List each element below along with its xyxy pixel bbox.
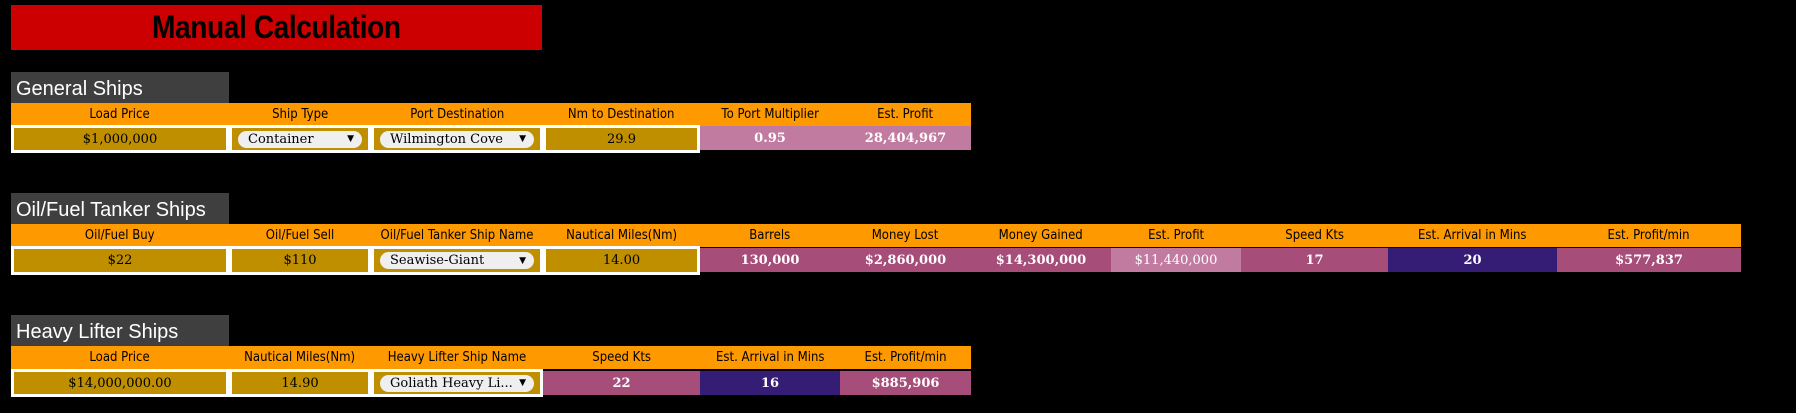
chevron-down-icon[interactable]: ▼	[347, 134, 354, 144]
general-est-profit-value: 28,404,967	[840, 126, 971, 150]
header-heavy-profit-per-min: Est. Profit/min	[840, 346, 971, 369]
section-title-general: General Ships	[11, 72, 229, 103]
heavy-nautical-miles-cell[interactable]: 14.90	[229, 369, 371, 397]
header-oil-est-profit: Est. Profit	[1111, 224, 1241, 247]
port-destination-dropdown[interactable]: Wilmington Cove ▼	[380, 130, 534, 148]
heavy-arrival-mins-value: 16	[700, 371, 840, 395]
heavy-ship-name-cell[interactable]: Goliath Heavy Li... ▼	[371, 369, 543, 397]
header-oil-sell: Oil/Fuel Sell	[229, 224, 371, 247]
header-barrels: Barrels	[700, 224, 840, 247]
chevron-down-icon[interactable]: ▼	[519, 255, 526, 266]
header-est-profit: Est. Profit	[840, 103, 971, 126]
barrels-value: 130,000	[700, 248, 840, 272]
money-lost-value: $2,860,000	[840, 248, 971, 272]
header-load-price: Load Price	[11, 103, 229, 126]
oil-buy-cell[interactable]: $22	[11, 246, 229, 275]
heavy-speed-kts-value: 22	[543, 371, 700, 395]
header-heavy-load-price: Load Price	[11, 346, 229, 369]
header-money-lost: Money Lost	[840, 224, 971, 247]
oil-ship-name-dropdown[interactable]: Seawise-Giant ▼	[380, 252, 534, 269]
oil-speed-kts-value: 17	[1241, 248, 1388, 272]
nm-to-destination-cell[interactable]: 29.9	[543, 125, 700, 153]
section-title-heavy: Heavy Lifter Ships	[11, 315, 229, 346]
oil-arrival-mins-value: 20	[1388, 248, 1557, 272]
ship-type-dropdown[interactable]: Container ▼	[238, 130, 362, 148]
header-to-port-multiplier: To Port Multiplier	[700, 103, 840, 126]
header-port-destination: Port Destination	[371, 103, 543, 126]
chevron-down-icon[interactable]: ▼	[519, 134, 526, 144]
header-oil-nautical-miles: Nautical Miles(Nm)	[543, 224, 700, 247]
header-heavy-ship-name: Heavy Lifter Ship Name	[371, 346, 543, 369]
header-heavy-nautical-miles: Nautical Miles(Nm)	[229, 346, 371, 369]
section-title-oil: Oil/Fuel Tanker Ships	[11, 193, 229, 224]
heavy-profit-per-min-value: $885,906	[840, 371, 971, 395]
oil-est-profit-value: $11,440,000	[1111, 248, 1241, 272]
heavy-ship-name-dropdown[interactable]: Goliath Heavy Li... ▼	[380, 374, 534, 392]
ship-type-cell[interactable]: Container ▼	[229, 125, 371, 153]
oil-sell-cell[interactable]: $110	[229, 246, 371, 275]
general-load-price-cell[interactable]: $1,000,000	[11, 125, 229, 153]
to-port-multiplier-value: 0.95	[700, 126, 840, 150]
header-heavy-arrival-mins: Est. Arrival in Mins	[700, 346, 840, 369]
chevron-down-icon[interactable]: ▼	[519, 378, 526, 388]
oil-profit-per-min-value: $577,837	[1557, 248, 1741, 272]
oil-ship-name-cell[interactable]: Seawise-Giant ▼	[371, 246, 543, 275]
header-oil-buy: Oil/Fuel Buy	[11, 224, 229, 247]
header-oil-ship-name: Oil/Fuel Tanker Ship Name	[371, 224, 543, 247]
heavy-load-price-cell[interactable]: $14,000,000.00	[11, 369, 229, 397]
header-nm-to-destination: Nm to Destination	[543, 103, 700, 126]
oil-nautical-miles-cell[interactable]: 14.00	[543, 246, 700, 275]
header-oil-speed-kts: Speed Kts	[1241, 224, 1388, 247]
money-gained-value: $14,300,000	[971, 248, 1111, 272]
port-destination-cell[interactable]: Wilmington Cove ▼	[371, 125, 543, 153]
header-oil-profit-per-min: Est. Profit/min	[1557, 224, 1741, 247]
page-title: Manual Calculation	[11, 5, 542, 50]
header-money-gained: Money Gained	[971, 224, 1111, 247]
header-ship-type: Ship Type	[229, 103, 371, 126]
header-heavy-speed-kts: Speed Kts	[543, 346, 700, 369]
header-oil-arrival-mins: Est. Arrival in Mins	[1388, 224, 1557, 247]
